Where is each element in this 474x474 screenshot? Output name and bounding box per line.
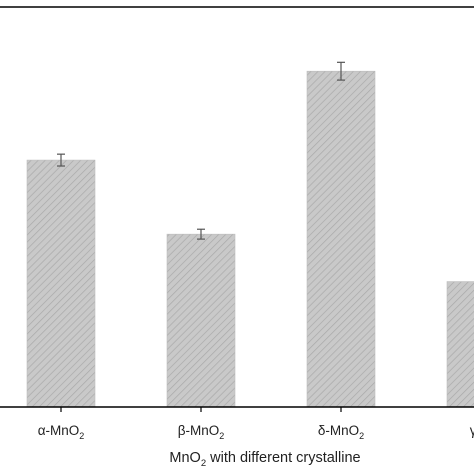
x-tick-label: β-MnO2 <box>178 423 225 441</box>
x-tick-label: δ-MnO2 <box>318 423 364 441</box>
x-axis-title-subscript: 2 <box>201 458 206 469</box>
bar <box>306 70 376 408</box>
error-bar <box>337 61 345 81</box>
bar <box>26 159 96 408</box>
x-axis-title: MnO2 with different crystalline <box>169 450 360 469</box>
x-axis-title-rest: with different crystalline <box>206 450 360 466</box>
x-tick-label: α-MnO2 <box>38 423 85 441</box>
bar <box>446 281 474 408</box>
plot-area: α-MnO2 β-MnO2 δ-MnO2 γ-M <box>0 6 474 441</box>
x-axis-title-main: MnO <box>169 450 200 466</box>
bar <box>166 233 236 408</box>
error-bar <box>57 153 65 167</box>
error-bar <box>197 228 205 240</box>
x-tick-label: γ-M <box>470 423 474 438</box>
